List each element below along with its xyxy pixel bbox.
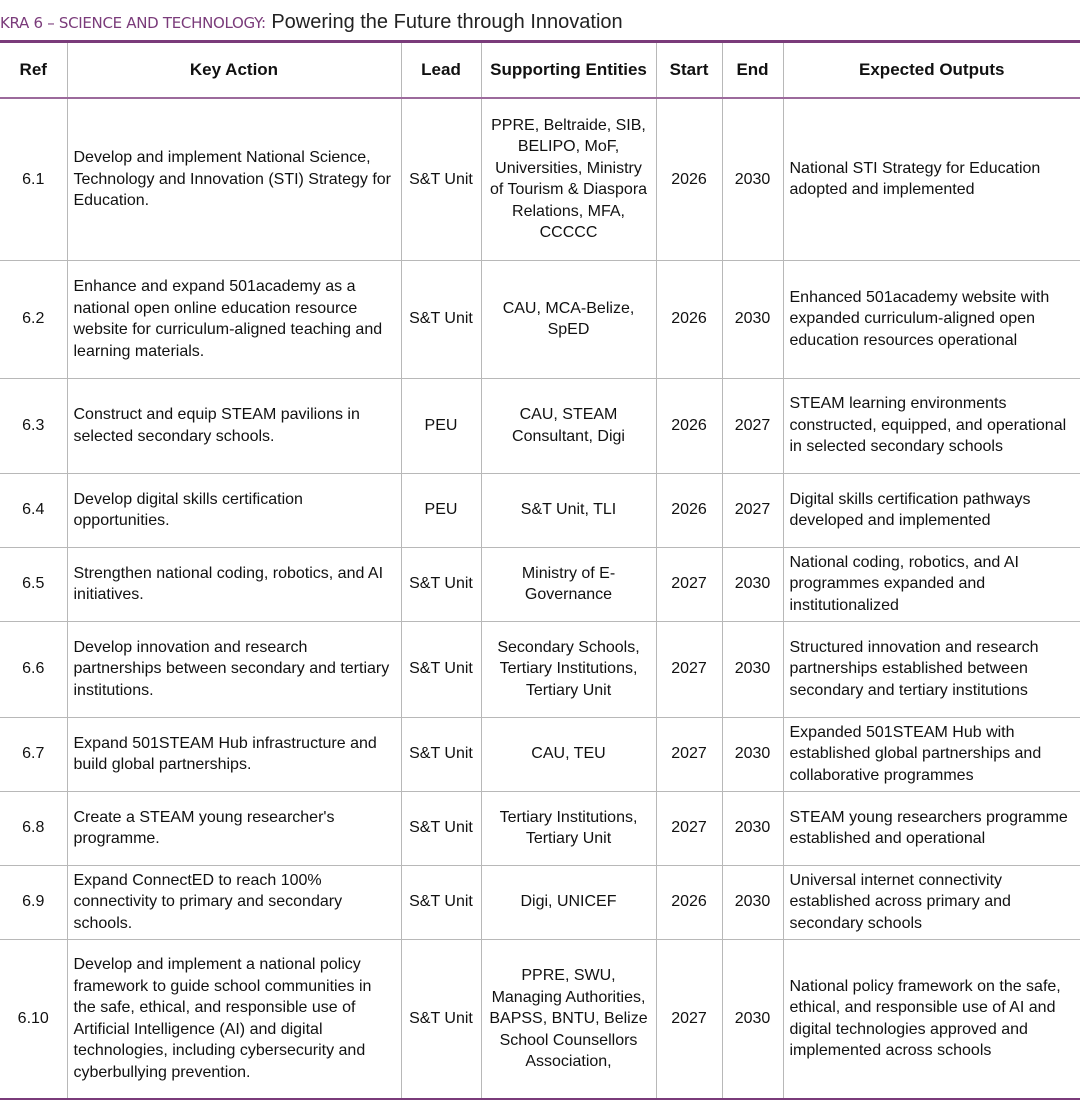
end-year: 2030 <box>721 717 784 792</box>
supporting-entities: PPRE, Beltraide, SIB, BELIPO, MoF, Unive… <box>480 98 657 261</box>
end-year: 2030 <box>721 621 784 718</box>
start-year: 2026 <box>655 865 723 940</box>
key-action: Enhance and expand 501academy as a natio… <box>66 260 402 379</box>
expected-outputs: Expanded 501STEAM Hub with established g… <box>782 717 1080 792</box>
lead: S&T Unit <box>400 791 482 866</box>
start-year: 2026 <box>655 98 723 261</box>
expected-outputs: National coding, robotics, and AI progra… <box>782 547 1080 622</box>
key-action: Strengthen national coding, robotics, an… <box>66 547 402 622</box>
column-header: Expected Outputs <box>782 41 1080 99</box>
expected-outputs: National policy framework on the safe, e… <box>782 939 1080 1100</box>
start-year: 2026 <box>655 260 723 379</box>
table-row: 6.6 Develop innovation and research partn… <box>0 621 1080 718</box>
column-header: Supporting Entities <box>480 41 657 99</box>
expected-outputs: Universal internet connectivity establis… <box>782 865 1080 940</box>
end-year: 2027 <box>721 378 784 474</box>
supporting-entities: PPRE, SWU, Managing Authorities, BAPSS, … <box>480 939 657 1100</box>
end-year: 2030 <box>721 98 784 261</box>
page-header: KRA 6 – SCIENCE AND TECHNOLOGY: Powering… <box>0 0 1080 40</box>
table-row: 6.10 Develop and implement a national pol… <box>0 939 1080 1100</box>
column-header: End <box>721 41 784 99</box>
key-action: Develop and implement a national policy … <box>66 939 402 1100</box>
supporting-entities: S&T Unit, TLI <box>480 473 657 548</box>
table-row: 6.7 Expand 501STEAM Hub infrastructure an… <box>0 717 1080 792</box>
column-header: Ref <box>0 41 68 99</box>
supporting-entities: Digi, UNICEF <box>480 865 657 940</box>
start-year: 2027 <box>655 621 723 718</box>
column-header: Key Action <box>66 41 402 99</box>
expected-outputs: National STI Strategy for Education adop… <box>782 98 1080 261</box>
start-year: 2027 <box>655 791 723 866</box>
supporting-entities: Ministry of E-Governance <box>480 547 657 622</box>
end-year: 2030 <box>721 939 784 1100</box>
ref: 6.10 <box>0 939 68 1100</box>
table-row: 6.1 Develop and implement National Scienc… <box>0 98 1080 261</box>
end-year: 2030 <box>721 260 784 379</box>
lead: S&T Unit <box>400 547 482 622</box>
key-action: Develop innovation and research partners… <box>66 621 402 718</box>
lead: S&T Unit <box>400 98 482 261</box>
lead: S&T Unit <box>400 717 482 792</box>
key-action: Create a STEAM young researcher's progra… <box>66 791 402 866</box>
expected-outputs: Enhanced 501academy website with expande… <box>782 260 1080 379</box>
lead: S&T Unit <box>400 621 482 718</box>
start-year: 2027 <box>655 717 723 792</box>
supporting-entities: CAU, STEAM Consultant, Digi <box>480 378 657 474</box>
ref: 6.8 <box>0 791 68 866</box>
column-header: Start <box>655 41 723 99</box>
start-year: 2026 <box>655 378 723 474</box>
expected-outputs: STEAM learning environments constructed,… <box>782 378 1080 474</box>
end-year: 2030 <box>721 865 784 940</box>
lead: S&T Unit <box>400 865 482 940</box>
expected-outputs: Structured innovation and research partn… <box>782 621 1080 718</box>
key-action: Expand 501STEAM Hub infrastructure and b… <box>66 717 402 792</box>
start-year: 2026 <box>655 473 723 548</box>
end-year: 2027 <box>721 473 784 548</box>
key-action: Develop digital skills certification opp… <box>66 473 402 548</box>
key-action: Develop and implement National Science, … <box>66 98 402 261</box>
kra-title: Powering the Future through Innovation <box>271 11 623 33</box>
ref: 6.3 <box>0 378 68 474</box>
lead: PEU <box>400 473 482 548</box>
kra-label: KRA 6 – SCIENCE AND TECHNOLOGY: <box>0 14 266 32</box>
supporting-entities: CAU, TEU <box>480 717 657 792</box>
ref: 6.5 <box>0 547 68 622</box>
key-action: Expand ConnectED to reach 100% connectiv… <box>66 865 402 940</box>
table-row: 6.9 Expand ConnectED to reach 100% connec… <box>0 865 1080 940</box>
table-row: 6.4 Develop digital skills certification … <box>0 473 1080 548</box>
start-year: 2027 <box>655 939 723 1100</box>
table-row: 6.8 Create a STEAM young researcher's pro… <box>0 791 1080 866</box>
column-header: Lead <box>400 41 482 99</box>
header-row: Ref Key Action Lead Supporting Entities Star… <box>0 41 1080 99</box>
table-row: 6.5 Strengthen national coding, robotics,… <box>0 547 1080 622</box>
ref: 6.2 <box>0 260 68 379</box>
ref: 6.9 <box>0 865 68 940</box>
ref: 6.7 <box>0 717 68 792</box>
key-action: Construct and equip STEAM pavilions in s… <box>66 378 402 474</box>
start-year: 2027 <box>655 547 723 622</box>
expected-outputs: Digital skills certification pathways de… <box>782 473 1080 548</box>
ref: 6.6 <box>0 621 68 718</box>
ref: 6.1 <box>0 98 68 261</box>
lead: PEU <box>400 378 482 474</box>
supporting-entities: Tertiary Institutions, Tertiary Unit <box>480 791 657 866</box>
expected-outputs: STEAM young researchers programme establ… <box>782 791 1080 866</box>
action-table: Ref Key Action Lead Supporting Entities Star… <box>0 40 1080 1100</box>
lead: S&T Unit <box>400 939 482 1100</box>
ref: 6.4 <box>0 473 68 548</box>
supporting-entities: CAU, MCA-Belize, SpED <box>480 260 657 379</box>
table-row: 6.2 Enhance and expand 501academy as a na… <box>0 260 1080 379</box>
end-year: 2030 <box>721 791 784 866</box>
table-row: 6.3 Construct and equip STEAM pavilions i… <box>0 378 1080 474</box>
lead: S&T Unit <box>400 260 482 379</box>
end-year: 2030 <box>721 547 784 622</box>
supporting-entities: Secondary Schools, Tertiary Institutions… <box>480 621 657 718</box>
